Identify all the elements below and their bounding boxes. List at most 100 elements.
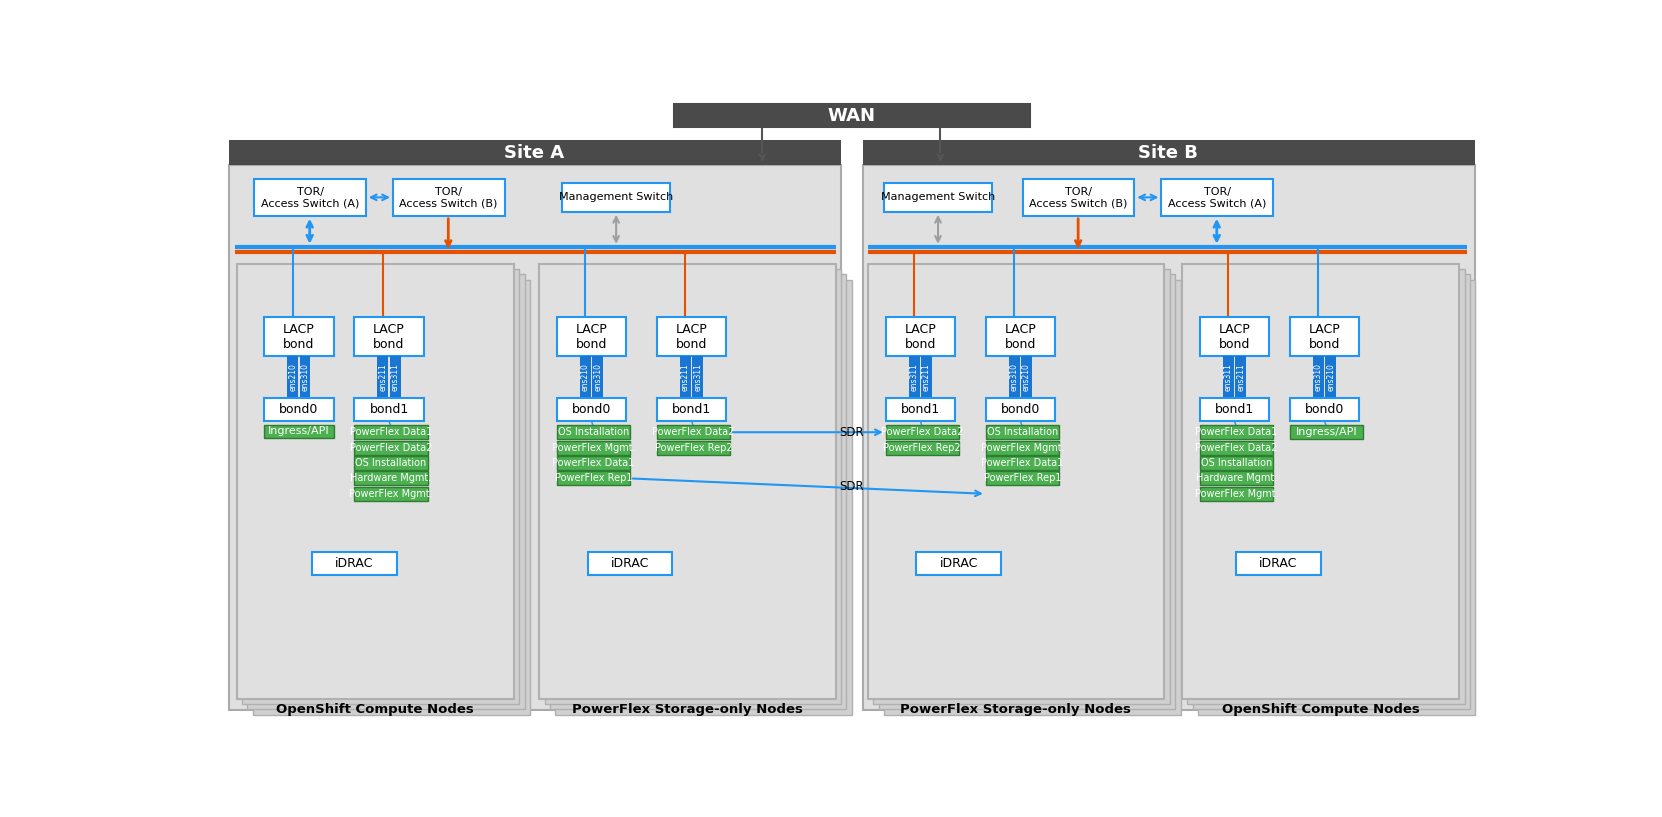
- Bar: [254, 179, 366, 216]
- Text: bond0: bond0: [572, 404, 612, 417]
- Text: ens311: ens311: [391, 364, 399, 391]
- Bar: [1200, 471, 1273, 485]
- Bar: [1235, 356, 1246, 399]
- Text: bond1: bond1: [901, 404, 941, 417]
- Bar: [248, 275, 525, 709]
- Text: Ingress/API: Ingress/API: [268, 426, 329, 436]
- Text: PowerFlex Rep1: PowerFlex Rep1: [555, 473, 632, 484]
- Bar: [986, 399, 1055, 422]
- Text: PowerFlex Rep2: PowerFlex Rep2: [655, 443, 733, 453]
- Text: ens310: ens310: [301, 364, 309, 391]
- Text: ens211: ens211: [379, 364, 387, 391]
- Text: OS Installation: OS Installation: [558, 427, 628, 437]
- Bar: [354, 487, 427, 501]
- Bar: [264, 318, 334, 356]
- Bar: [986, 440, 1059, 454]
- Text: SDR: SDR: [839, 480, 864, 493]
- Text: PowerFlex Data2: PowerFlex Data2: [653, 427, 735, 437]
- Text: ens211: ens211: [922, 364, 931, 391]
- Text: PowerFlex Data1: PowerFlex Data1: [349, 427, 432, 437]
- Text: ens310: ens310: [1315, 364, 1323, 391]
- Bar: [243, 269, 519, 704]
- Text: PowerFlex Mgmt.: PowerFlex Mgmt.: [552, 443, 635, 453]
- Bar: [1200, 456, 1273, 470]
- Bar: [1022, 179, 1135, 216]
- Text: PowerFlex Data2: PowerFlex Data2: [1195, 443, 1278, 453]
- Text: PowerFlex Mgmt.: PowerFlex Mgmt.: [1195, 489, 1278, 499]
- Bar: [312, 552, 397, 575]
- Bar: [1009, 356, 1019, 399]
- Text: PowerFlex Data2: PowerFlex Data2: [349, 443, 432, 453]
- Text: LACP
bond: LACP bond: [1308, 323, 1341, 350]
- Bar: [921, 356, 932, 399]
- Bar: [986, 426, 1059, 440]
- Text: ens210: ens210: [288, 364, 297, 391]
- Text: bond1: bond1: [671, 404, 711, 417]
- Text: bond0: bond0: [279, 404, 319, 417]
- Bar: [986, 456, 1059, 470]
- Bar: [868, 264, 1165, 699]
- Text: ens210: ens210: [1022, 364, 1030, 391]
- Bar: [886, 318, 956, 356]
- Text: OS Installation: OS Installation: [987, 427, 1059, 437]
- Text: PowerFlex Data2: PowerFlex Data2: [881, 427, 964, 437]
- Bar: [580, 356, 590, 399]
- Bar: [1182, 264, 1459, 699]
- Bar: [986, 471, 1059, 485]
- Bar: [879, 275, 1175, 709]
- Text: LACP
bond: LACP bond: [374, 323, 406, 350]
- Text: Management Switch: Management Switch: [881, 192, 996, 203]
- Bar: [354, 318, 424, 356]
- Text: OpenShift Compute Nodes: OpenShift Compute Nodes: [276, 703, 474, 716]
- Text: PowerFlex Rep2: PowerFlex Rep2: [884, 443, 961, 453]
- Bar: [391, 356, 401, 399]
- Bar: [264, 425, 334, 439]
- Bar: [656, 440, 730, 454]
- Bar: [1200, 318, 1270, 356]
- Bar: [354, 399, 424, 422]
- Text: iDRAC: iDRAC: [612, 557, 650, 570]
- Bar: [377, 356, 389, 399]
- Text: ens311: ens311: [1223, 364, 1233, 391]
- Bar: [1223, 356, 1233, 399]
- Bar: [557, 440, 630, 454]
- Bar: [1237, 552, 1321, 575]
- Bar: [986, 318, 1055, 356]
- Bar: [863, 141, 1474, 165]
- Bar: [656, 426, 730, 440]
- Bar: [557, 426, 630, 440]
- Bar: [555, 279, 853, 715]
- Text: ens310: ens310: [593, 364, 602, 391]
- Text: ens311: ens311: [909, 364, 919, 391]
- Bar: [557, 399, 627, 422]
- Text: LACP
bond: LACP bond: [575, 323, 607, 350]
- Text: PowerFlex Data1: PowerFlex Data1: [981, 458, 1064, 468]
- Bar: [229, 141, 841, 165]
- Text: bond1: bond1: [1215, 404, 1255, 417]
- Bar: [1162, 179, 1273, 216]
- Text: bond1: bond1: [369, 404, 409, 417]
- Text: iDRAC: iDRAC: [939, 557, 977, 570]
- Text: PowerFlex Rep1: PowerFlex Rep1: [984, 473, 1060, 484]
- Bar: [588, 552, 673, 575]
- Bar: [354, 471, 427, 485]
- Bar: [1200, 399, 1270, 422]
- Text: bond0: bond0: [1305, 404, 1345, 417]
- Bar: [673, 105, 1030, 127]
- Bar: [392, 179, 505, 216]
- Text: OS Installation: OS Installation: [1200, 458, 1271, 468]
- Bar: [680, 356, 691, 399]
- Bar: [1325, 356, 1336, 399]
- Bar: [253, 279, 530, 715]
- Text: iDRAC: iDRAC: [336, 557, 374, 570]
- Text: TOR/
Access Switch (B): TOR/ Access Switch (B): [1029, 186, 1128, 208]
- Bar: [299, 356, 311, 399]
- Text: PowerFlex Mgmt.: PowerFlex Mgmt.: [349, 489, 432, 499]
- Text: LACP
bond: LACP bond: [1218, 323, 1250, 350]
- Bar: [557, 456, 630, 470]
- Text: Ingress/API: Ingress/API: [1296, 427, 1358, 437]
- Text: PowerFlex Data1: PowerFlex Data1: [552, 458, 635, 468]
- Bar: [592, 356, 603, 399]
- Bar: [693, 356, 703, 399]
- Text: ens210: ens210: [580, 364, 590, 391]
